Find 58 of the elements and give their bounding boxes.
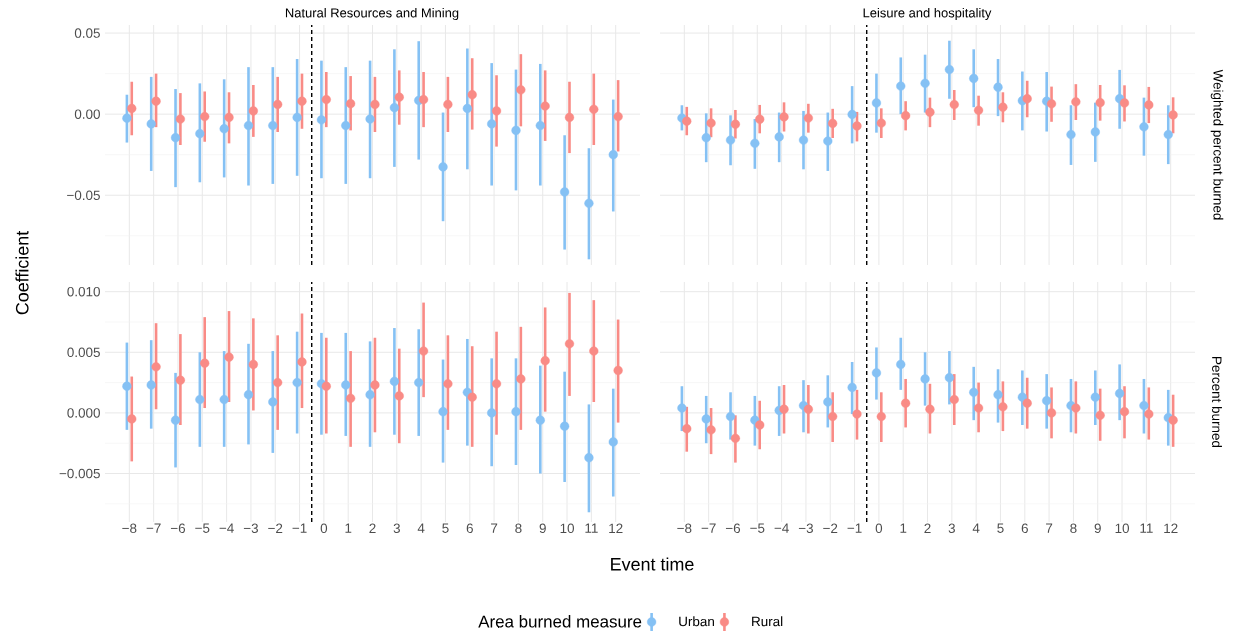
x-tick-label: 7 [1046, 523, 1053, 533]
legend-label: Urban [679, 616, 714, 627]
x-tick-label: 6 [1021, 523, 1028, 534]
chart-title: Leisure and hospitality [863, 7, 992, 21]
x-tick-label: −6 [725, 523, 741, 534]
x-tick-label: 0 [320, 523, 328, 534]
y-axis-title: Coefficient [15, 230, 29, 315]
y-tick-label: 0.05 [74, 28, 100, 38]
x-tick-label: −7 [701, 523, 716, 533]
y-tick-label: 0.010 [67, 286, 100, 297]
legend-title: Area burned measure [478, 615, 642, 628]
x-tick-label: 12 [1164, 523, 1178, 533]
y-tick-label: −0.05 [67, 190, 100, 201]
chart-title: Natural Resources and Mining [285, 7, 459, 21]
y-tick-label: 0.00 [74, 109, 100, 119]
x-tick-label: −5 [750, 523, 765, 533]
x-tick-label: −3 [243, 523, 258, 534]
x-tick-label: −1 [847, 523, 862, 533]
x-tick-label: 5 [997, 523, 1004, 533]
x-tick-label: 1 [900, 523, 907, 533]
x-tick-label: −3 [798, 523, 813, 534]
x-tick-label: −8 [122, 523, 137, 534]
x-tick-label: 3 [948, 523, 955, 534]
x-tick-label: 0 [875, 523, 883, 534]
x-tick-label: −8 [677, 523, 692, 534]
legend-label: Rural [752, 616, 783, 627]
x-tick-label: 10 [560, 523, 575, 534]
x-tick-label: 2 [369, 523, 376, 533]
x-tick-label: 12 [609, 523, 623, 533]
x-tick-label: 1 [345, 523, 352, 533]
y2-axis-title: Weighted percent burned [1210, 69, 1224, 220]
y2-axis-title: Percent burned [1212, 357, 1222, 448]
x-tick-label: 10 [1115, 523, 1130, 534]
x-tick-label: −6 [170, 523, 186, 534]
x-tick-label: 5 [442, 523, 449, 533]
x-tick-label: −4 [774, 523, 789, 533]
x-axis-title: Event time [611, 557, 694, 571]
x-tick-label: −4 [219, 523, 234, 533]
x-tick-label: 6 [466, 523, 473, 534]
x-tick-label: 8 [515, 523, 522, 534]
y-tick-label: 0.005 [67, 347, 100, 358]
x-tick-label: 9 [1094, 523, 1101, 534]
y-tick-label: −0.005 [59, 468, 100, 479]
x-tick-label: −7 [146, 523, 161, 533]
x-tick-label: 3 [393, 523, 400, 534]
x-tick-label: 9 [539, 523, 546, 534]
x-tick-label: −5 [195, 523, 210, 533]
x-tick-label: 11 [585, 523, 598, 533]
x-tick-label: 2 [924, 523, 931, 533]
x-tick-label: −2 [823, 523, 838, 533]
x-tick-label: 7 [491, 523, 498, 533]
x-tick-label: −2 [268, 523, 283, 533]
x-tick-label: 11 [1140, 523, 1153, 533]
x-tick-label: 8 [1070, 523, 1077, 534]
x-tick-label: −1 [292, 523, 307, 533]
y-tick-label: 0.000 [67, 408, 100, 418]
x-tick-label: 4 [972, 523, 980, 533]
x-tick-label: 4 [417, 523, 425, 533]
